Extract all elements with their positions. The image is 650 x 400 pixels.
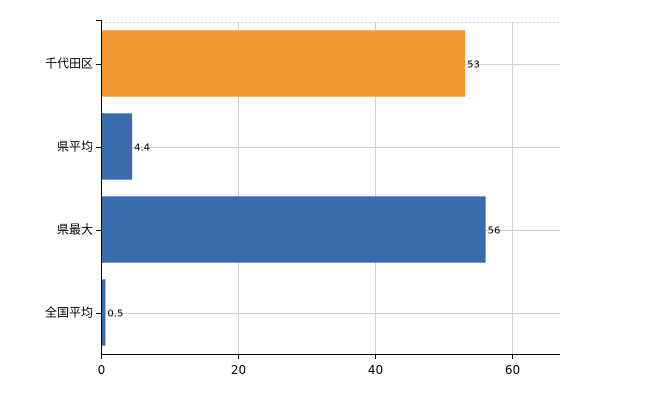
bar-1 bbox=[102, 113, 133, 180]
x-tick-label: 20 bbox=[231, 363, 246, 377]
data-label: 53 bbox=[467, 60, 480, 71]
bar-0 bbox=[102, 30, 466, 97]
x-tick-label: 60 bbox=[505, 363, 520, 377]
data-label: 0.5 bbox=[107, 309, 123, 320]
bar-2 bbox=[102, 196, 486, 263]
data-label: 56 bbox=[488, 226, 501, 237]
axis-layer bbox=[101, 20, 560, 355]
label-layer: 0 20 40 60 千代田区 53 県平均 4.4 県最大 56 全国平均 0.5 bbox=[45, 20, 520, 377]
category-label: 全国平均 bbox=[45, 305, 93, 320]
data-label: 4.4 bbox=[134, 143, 150, 154]
bar-layer bbox=[102, 30, 486, 346]
category-label: 県最大 bbox=[57, 223, 93, 237]
category-label: 県平均 bbox=[57, 140, 93, 154]
category-label: 千代田区 bbox=[45, 57, 93, 71]
x-tick-label: 40 bbox=[368, 363, 383, 377]
bar-3 bbox=[102, 279, 106, 346]
x-tick-label: 0 bbox=[98, 363, 106, 377]
